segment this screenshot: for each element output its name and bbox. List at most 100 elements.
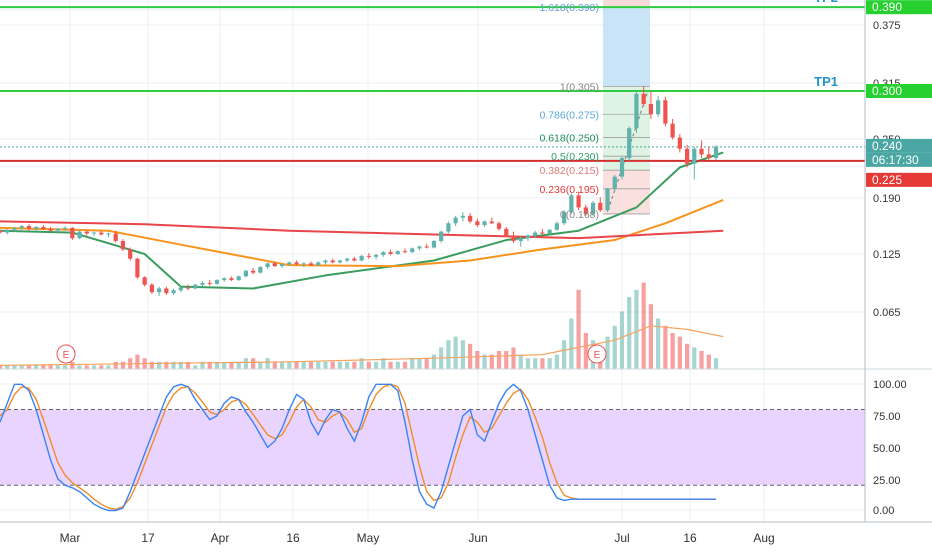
- volume-bar: [554, 354, 559, 369]
- volume-bar: [120, 361, 126, 369]
- volume-bar: [207, 361, 212, 369]
- take-profit-tag: 0.300: [872, 84, 902, 98]
- volume-bar: [713, 358, 719, 369]
- volume-bar: [149, 361, 154, 369]
- volume-bar: [178, 361, 183, 369]
- stochastic-band: [0, 409, 865, 486]
- candle-body: [185, 287, 191, 289]
- candle-body: [699, 148, 704, 155]
- volume-bar: [648, 304, 654, 369]
- candle-body: [402, 251, 408, 253]
- candle-body: [229, 278, 234, 281]
- volume-bar: [489, 354, 494, 369]
- fib-level-label: 0.618(0.250): [539, 133, 599, 145]
- candle-body: [417, 246, 422, 249]
- volume-bar: [518, 354, 523, 369]
- candle-body: [157, 288, 162, 293]
- candlesticks: [0, 86, 719, 296]
- volume-bar: [294, 361, 299, 369]
- time-axis-tick: Jun: [468, 531, 487, 545]
- candle-body: [446, 223, 451, 232]
- candle-body: [120, 240, 126, 250]
- price-axis-tick: 0.065: [873, 307, 901, 319]
- candle-body: [323, 260, 328, 263]
- candle-body: [91, 232, 97, 234]
- candle-body: [373, 254, 379, 257]
- volume-bar: [84, 365, 89, 369]
- volume-bar: [359, 358, 364, 369]
- candle-body: [26, 226, 32, 229]
- volume-bar: [12, 365, 17, 369]
- candle-body: [648, 104, 654, 115]
- candle-body: [547, 229, 552, 234]
- moving-averages: [0, 151, 724, 290]
- candle-body: [294, 262, 299, 265]
- candle-body: [431, 240, 437, 248]
- candle-body: [627, 128, 632, 159]
- volume-bar: [410, 358, 415, 369]
- volume-bar: [0, 365, 3, 369]
- candle-body: [590, 202, 596, 214]
- volume-bar: [388, 361, 393, 369]
- volume-bar: [641, 282, 646, 369]
- time-axis-tick: May: [357, 531, 380, 545]
- volume-bar: [475, 351, 480, 369]
- candle-body: [345, 258, 350, 261]
- candle-body: [439, 231, 444, 241]
- candle-body: [569, 195, 574, 213]
- time-axis-tick: 16: [683, 531, 697, 545]
- volume-bar: [706, 354, 711, 369]
- volume-bar: [446, 340, 451, 369]
- volume-bar: [222, 361, 227, 369]
- fib-level-label: 0.236(0.195): [539, 184, 599, 196]
- volume-bar: [91, 365, 97, 369]
- volume-average-line: [0, 325, 724, 366]
- volume-bar: [525, 358, 531, 369]
- candle-body: [605, 188, 610, 211]
- fib-level-label: 1.618(0.390): [539, 2, 599, 14]
- volume-bar: [55, 365, 60, 369]
- candle-body: [251, 270, 256, 273]
- time-axis-tick: Mar: [60, 531, 81, 545]
- candle-body: [77, 231, 82, 239]
- candle-body: [178, 287, 183, 291]
- candle-body: [207, 282, 212, 284]
- volume-bar: [533, 358, 538, 369]
- candle-body: [359, 255, 364, 261]
- candle-body: [388, 252, 393, 254]
- oscillator-axis-tick: 75.00: [873, 411, 901, 423]
- candle-body: [265, 263, 270, 268]
- candle-body: [55, 228, 60, 231]
- volume-bar: [511, 347, 516, 369]
- volume-bar: [323, 361, 328, 369]
- candle-body: [395, 251, 400, 254]
- volume-bar: [677, 336, 682, 369]
- volume-bar: [627, 297, 632, 369]
- candle-body: [70, 227, 75, 239]
- oscillator-axis-tick: 25.00: [873, 475, 901, 487]
- ema-mid-line: [0, 199, 724, 268]
- volume-bar: [373, 361, 379, 369]
- oscillator-axis-tick: 50.00: [873, 443, 901, 455]
- take-profit-label: TP1: [814, 74, 838, 89]
- candle-body: [308, 263, 314, 266]
- time-axis-tick: 17: [141, 531, 155, 545]
- price-axis-tick: 0.375: [873, 20, 901, 32]
- candle-body: [0, 230, 3, 233]
- candle-body: [41, 226, 46, 229]
- fib-top-zone: [603, 0, 650, 8]
- volume-bar: [431, 354, 437, 369]
- candle-body: [692, 148, 697, 164]
- candle-body: [619, 158, 625, 177]
- volume-bar: [345, 361, 350, 369]
- fibonacci-labels: 1.618(0.390) 1(0.305) 0.786(0.275) 0.618(0.…: [539, 2, 599, 221]
- fib-level-label: 1(0.305): [560, 81, 599, 93]
- candle-body: [634, 93, 639, 129]
- candle-body: [366, 255, 371, 257]
- volume-bar: [164, 361, 169, 369]
- volume-bar: [366, 361, 371, 369]
- candle-body: [149, 284, 154, 293]
